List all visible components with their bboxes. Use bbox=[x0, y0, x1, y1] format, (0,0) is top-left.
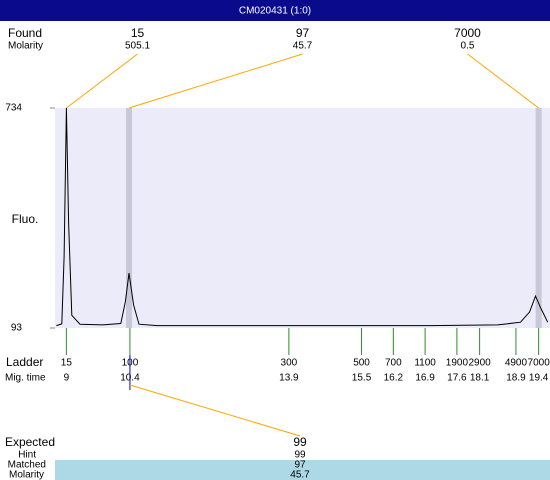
found-connector bbox=[467, 53, 539, 109]
ladder-time: 16.2 bbox=[384, 373, 404, 384]
y-label: Fluo. bbox=[12, 212, 39, 226]
ladder-time: 17.6 bbox=[447, 373, 467, 384]
molarity-label: Molarity bbox=[9, 470, 44, 480]
ladder-time: 13.9 bbox=[279, 373, 299, 384]
matched-label: Matched bbox=[8, 460, 46, 471]
marker-band bbox=[535, 108, 542, 328]
ladder-time: 15.5 bbox=[352, 373, 372, 384]
time-label: Mig. time bbox=[5, 373, 46, 384]
found-size: 97 bbox=[296, 26, 310, 40]
title-bar bbox=[0, 0, 550, 21]
found-label: Found bbox=[8, 26, 42, 40]
found-molarity: 505.1 bbox=[125, 41, 150, 52]
ladder-size: 500 bbox=[353, 358, 370, 369]
ladder-time: 19.4 bbox=[529, 373, 549, 384]
ladder-size: 7000 bbox=[528, 358, 550, 369]
ladder-size: 700 bbox=[385, 358, 402, 369]
found-connector bbox=[128, 53, 303, 109]
found-connector bbox=[66, 53, 138, 109]
expected-value: 99 bbox=[293, 435, 307, 449]
ladder-size: 300 bbox=[281, 358, 298, 369]
ladder-size: 4900 bbox=[505, 358, 528, 369]
found-molarity: 45.7 bbox=[293, 41, 313, 52]
y-tick-label: 734 bbox=[5, 103, 22, 114]
ladder-time: 18.9 bbox=[506, 373, 526, 384]
matched-value: 97 bbox=[294, 460, 306, 471]
title: CM020431 (1:0) bbox=[239, 6, 311, 17]
plot-area bbox=[55, 108, 550, 328]
molarity-value: 45.7 bbox=[290, 470, 310, 480]
ladder-time: 18.1 bbox=[470, 373, 490, 384]
expected-label: Expected bbox=[5, 435, 55, 449]
found-size: 15 bbox=[131, 26, 145, 40]
ladder-time: 9 bbox=[64, 373, 70, 384]
marker-band bbox=[126, 108, 133, 328]
hint-label: Hint bbox=[18, 450, 36, 461]
ladder-time: 16.9 bbox=[415, 373, 435, 384]
ladder-size: 1900 bbox=[446, 358, 469, 369]
hint-value: 99 bbox=[294, 450, 306, 461]
ladder-size: 15 bbox=[61, 358, 73, 369]
ladder-size: 1100 bbox=[414, 358, 436, 369]
found-size: 7000 bbox=[454, 26, 481, 40]
expected-connector bbox=[129, 384, 301, 437]
found-molarity-label: Molarity bbox=[8, 41, 43, 52]
matched-row bbox=[55, 460, 550, 480]
ladder-label: Ladder bbox=[6, 355, 43, 369]
ladder-size: 2900 bbox=[468, 358, 491, 369]
trace bbox=[56, 107, 549, 327]
found-molarity: 0.5 bbox=[461, 41, 475, 52]
y-tick-label: 93 bbox=[11, 323, 23, 334]
